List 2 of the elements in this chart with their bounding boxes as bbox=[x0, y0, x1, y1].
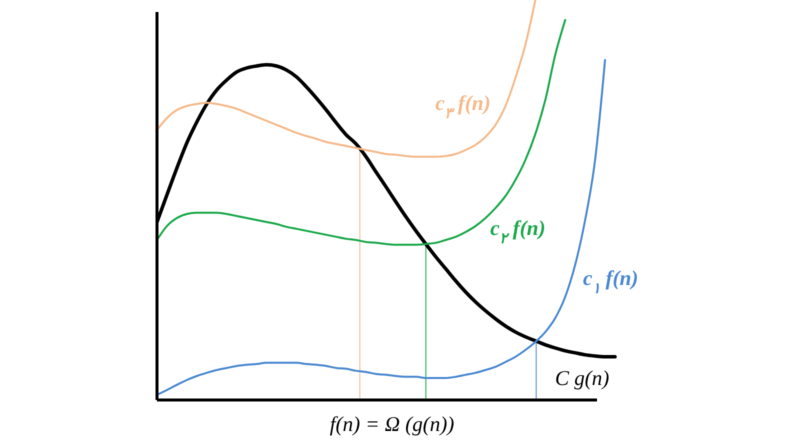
series-label: C g(n) bbox=[555, 366, 610, 390]
x-axis-title: f(n) = Ω (g(n)) bbox=[330, 412, 454, 436]
